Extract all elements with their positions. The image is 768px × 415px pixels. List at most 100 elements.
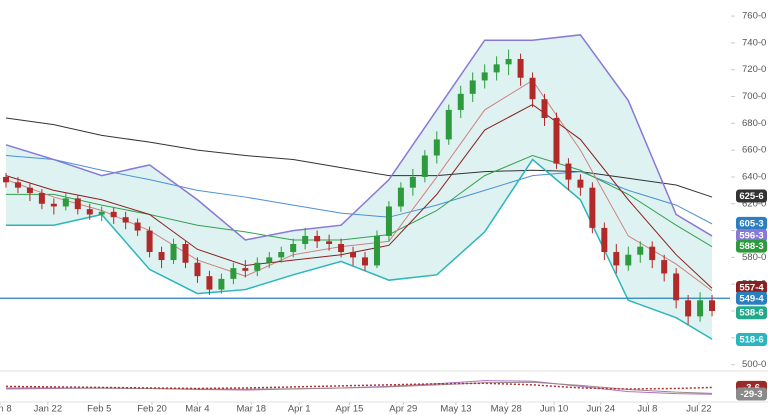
- candle-body: [338, 243, 345, 253]
- candle-body: [26, 187, 33, 194]
- candle-body: [529, 77, 536, 100]
- candle-body: [373, 235, 380, 266]
- y-tick-label: 740-0: [742, 37, 766, 48]
- value-badge-label: 549-4: [739, 293, 764, 304]
- x-tick-label: Jan 8: [0, 404, 12, 415]
- candle-body: [565, 163, 572, 180]
- y-tick-label: 620-0: [742, 198, 766, 209]
- x-tick-label: Mar 4: [185, 404, 209, 415]
- candle-body: [302, 235, 309, 244]
- x-tick-label: Apr 29: [389, 404, 417, 415]
- x-tick-label: Mar 18: [237, 404, 267, 415]
- candle-body: [457, 93, 464, 110]
- candle-body: [158, 252, 165, 261]
- value-badge-label: 596-3: [739, 230, 763, 241]
- candle-body: [170, 243, 177, 261]
- value-badge-label: -29-3: [740, 389, 762, 400]
- candle-body: [290, 243, 297, 253]
- y-tick-label: 720-0: [742, 64, 766, 75]
- x-tick-label: Jun 10: [540, 404, 569, 415]
- candle-body: [601, 227, 608, 253]
- candle-body: [493, 64, 500, 73]
- candle-body: [661, 260, 668, 274]
- candle-body: [194, 262, 201, 277]
- candle-body: [541, 99, 548, 118]
- value-badge: [736, 306, 767, 320]
- axes: 500-0520-0540-0560-0580-0600-0620-0640-0…: [0, 11, 767, 415]
- moving-average-line: [5, 117, 713, 198]
- value-badge: [736, 281, 767, 295]
- moving-average-line: [5, 154, 713, 248]
- candle-body: [397, 187, 404, 207]
- candle-body: [206, 276, 213, 290]
- candle-body: [122, 217, 129, 223]
- candle-body: [709, 300, 716, 312]
- candle-body: [98, 211, 105, 215]
- candle-body: [577, 179, 584, 188]
- candle-body: [613, 252, 620, 266]
- x-tick-label: May 28: [491, 404, 522, 415]
- candle-body: [38, 193, 45, 204]
- candle-body: [469, 80, 476, 94]
- candle-body: [350, 252, 357, 258]
- candle-body: [62, 198, 69, 207]
- candle-body: [553, 117, 560, 164]
- candle-body: [649, 246, 656, 261]
- upper-band-line: [5, 34, 713, 241]
- candle-body: [433, 139, 440, 156]
- candle-body: [445, 109, 452, 140]
- value-badge-label: 538-6: [739, 308, 763, 319]
- x-tick-label: Jul 22: [686, 404, 711, 415]
- value-badge: [736, 228, 767, 242]
- candle-body: [409, 176, 416, 188]
- value-badge-label: 557-4: [739, 283, 764, 294]
- x-tick-label: Jan 22: [34, 404, 63, 415]
- candle-body: [218, 278, 225, 290]
- candle-body: [625, 254, 632, 266]
- candle-body: [50, 203, 57, 207]
- x-tick-label: Feb 20: [137, 404, 167, 415]
- value-badge: [736, 387, 767, 401]
- y-tick-label: 500-0: [742, 359, 766, 370]
- candle-body: [266, 257, 273, 263]
- candle-body: [589, 187, 596, 228]
- candle-body: [481, 72, 488, 81]
- candle-body: [146, 230, 153, 253]
- candle-body: [242, 268, 249, 271]
- candle-body: [326, 241, 333, 244]
- moving-average-line: [5, 155, 713, 225]
- candle-body: [74, 198, 81, 210]
- value-badge-label: 625-6: [739, 191, 763, 202]
- value-badge-label: 518-6: [739, 335, 763, 346]
- candle-body: [134, 222, 141, 231]
- y-tick-label: 680-0: [742, 118, 766, 129]
- y-tick-label: 760-0: [742, 11, 766, 22]
- candle-body: [230, 268, 237, 279]
- x-tick-label: Apr 1: [288, 404, 311, 415]
- value-badge-label: 588-3: [739, 241, 763, 252]
- x-tick-label: Jun 24: [586, 404, 615, 415]
- candle-body: [14, 182, 21, 188]
- candle-body: [637, 246, 644, 255]
- value-badge: [736, 239, 767, 253]
- candle-body: [254, 262, 261, 271]
- candle-body: [673, 273, 680, 301]
- y-tick-label: 660-0: [742, 145, 766, 156]
- candle-body: [362, 257, 368, 266]
- indicator-line: [5, 382, 713, 390]
- value-badge: [736, 189, 767, 203]
- indicator-panel: [5, 380, 713, 395]
- candle-body: [505, 58, 512, 65]
- indicator-line: [5, 381, 713, 394]
- y-tick-label: 700-0: [742, 91, 766, 102]
- value-badge: [736, 216, 767, 230]
- y-tick-label: 640-0: [742, 171, 766, 182]
- moving-average-line: [5, 103, 713, 289]
- candle-body: [517, 58, 524, 78]
- value-badge-label: 605-3: [739, 218, 763, 229]
- candle-body: [385, 206, 392, 236]
- x-tick-label: Feb 5: [87, 404, 111, 415]
- y-tick-label: 580-0: [742, 252, 766, 263]
